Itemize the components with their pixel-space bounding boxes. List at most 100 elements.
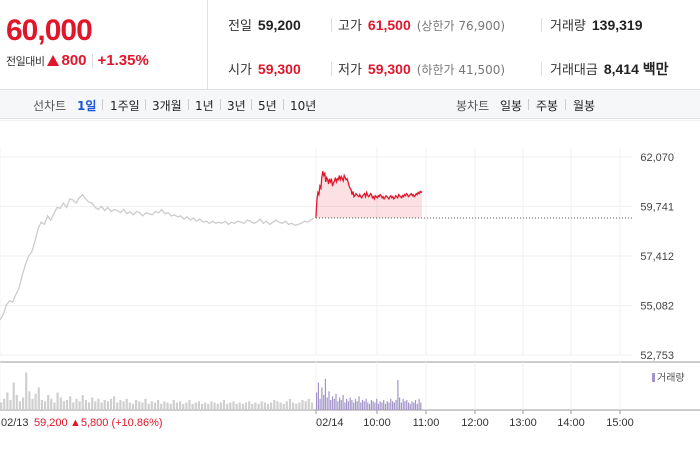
x-tick-label: 15:00 xyxy=(606,417,634,429)
tab-period-1d[interactable]: 1일 xyxy=(77,99,97,113)
volume-bar-prev xyxy=(304,401,307,411)
volume-bar-prev xyxy=(50,398,53,411)
volume-bar-prev xyxy=(100,402,103,410)
volume-bar-prev xyxy=(298,402,301,410)
stat-label: 고가 xyxy=(338,19,362,34)
volume-bar-prev xyxy=(59,397,62,410)
volume-bar-prev xyxy=(18,401,21,411)
tab-candle-monthly[interactable]: 월봉 xyxy=(573,99,596,113)
volume-bar-prev xyxy=(34,393,37,411)
divider xyxy=(220,99,221,110)
volume-bar-prev xyxy=(166,402,169,410)
volume-bar-today xyxy=(353,402,355,410)
volume-bar-prev xyxy=(153,402,157,410)
volume-bar-prev xyxy=(128,402,131,410)
x-tick-label: 02/14 xyxy=(316,417,344,429)
volume-bar-prev xyxy=(87,402,91,410)
volume-bar-prev xyxy=(307,398,310,411)
change-row: 전일대비 800 +1.35% xyxy=(6,52,149,69)
prev-day-close: 59,200 xyxy=(34,417,68,429)
divider xyxy=(565,99,566,110)
stats-grid: 전일 59,200 고가 61,500 (상한가 76,900) 거래량 139… xyxy=(208,0,700,90)
volume-bar-prev xyxy=(226,403,229,411)
tab-candle-weekly[interactable]: 주봉 xyxy=(536,99,559,113)
volume-bar-today xyxy=(381,402,383,410)
volume-bar-today xyxy=(402,398,404,411)
volume-bar-prev xyxy=(144,398,147,411)
tab-period-1y[interactable]: 1년 xyxy=(195,99,214,113)
tab-period-1w[interactable]: 1주일 xyxy=(110,99,140,113)
volume-bar-prev xyxy=(97,398,100,411)
volume-bar-today xyxy=(388,402,390,410)
volume-bar-today xyxy=(377,403,379,411)
volume-legend-swatch xyxy=(652,373,655,382)
candle-chart-label: 봉차트 xyxy=(456,99,490,113)
divider xyxy=(541,62,542,76)
volume-bar-today xyxy=(420,402,422,410)
volume-bar-prev xyxy=(9,400,12,410)
volume-bar-prev xyxy=(138,401,141,411)
chart-canvas[interactable]: 거래량 62,070 59,741 57,412 55,082 52,753 02/13… xyxy=(0,120,700,450)
volume-bar-prev xyxy=(37,387,40,410)
x-tick-label: 12:00 xyxy=(461,417,489,429)
volume-bar-prev xyxy=(222,400,226,410)
volume-bar-today xyxy=(340,400,342,410)
stat-label: 시가 xyxy=(228,63,252,78)
divider xyxy=(283,99,284,110)
volume-bar-today xyxy=(317,382,319,410)
volume-bar-today xyxy=(374,402,376,410)
volume-bar-prev xyxy=(188,400,191,410)
volume-bar-today xyxy=(392,401,394,411)
stat-amount: 거래대금 8,414 백만 xyxy=(550,59,669,79)
y-tick-label: 52,753 xyxy=(640,350,674,362)
tab-period-3m[interactable]: 3개월 xyxy=(152,99,182,113)
volume-bar-today xyxy=(326,397,328,410)
volume-bar-today xyxy=(365,398,367,411)
current-price-box: 60,000 전일대비 800 +1.35% xyxy=(0,0,208,90)
volume-bar-today xyxy=(393,402,395,410)
tab-candle-daily[interactable]: 일봉 xyxy=(500,99,523,113)
divider xyxy=(251,99,252,110)
stat-volume: 거래량 139,319 xyxy=(550,15,643,34)
volume-bar-prev xyxy=(179,401,182,411)
volume-bar-prev xyxy=(62,401,65,411)
price-chart[interactable]: 거래량 62,070 59,741 57,412 55,082 52,753 02/13… xyxy=(0,120,700,450)
volume-bar-prev xyxy=(163,401,166,411)
volume-bar-prev xyxy=(310,402,314,410)
y-tick-label: 62,070 xyxy=(640,152,674,164)
volume-bar-prev xyxy=(248,401,251,411)
volume-bar-prev xyxy=(84,400,87,410)
price-summary: 60,000 전일대비 800 +1.35% 전일 59,200 고가 61,5… xyxy=(0,0,700,90)
stat-label: 전일 xyxy=(228,19,252,34)
volume-bar-prev xyxy=(251,403,254,411)
volume-bar-today xyxy=(333,398,335,411)
volume-bar-today xyxy=(347,401,349,411)
tab-period-3y[interactable]: 3년 xyxy=(227,99,246,113)
volume-bar-prev xyxy=(244,402,248,410)
change-label: 전일대비 xyxy=(6,54,45,68)
up-triangle-icon xyxy=(47,55,60,66)
volume-bar-today xyxy=(413,402,415,410)
volume-bar-today xyxy=(383,400,385,410)
volume-bar-today xyxy=(321,387,323,410)
stat-label: 거래대금 xyxy=(550,63,598,78)
tab-period-5y[interactable]: 5년 xyxy=(258,99,277,113)
volume-bar-today xyxy=(399,397,401,410)
volume-bar-today xyxy=(409,403,411,411)
divider xyxy=(188,99,189,110)
volume-bar-today xyxy=(404,401,406,411)
volume-bar-prev xyxy=(15,395,18,410)
volume-bar-prev xyxy=(122,401,125,411)
volume-bar-today xyxy=(407,402,410,410)
volume-bar-prev xyxy=(150,401,153,411)
volume-bar-today xyxy=(351,400,353,410)
volume-bar-today xyxy=(344,402,346,410)
volume-bar-today xyxy=(331,396,334,411)
volume-bar-prev xyxy=(182,403,185,411)
tab-period-10y[interactable]: 10년 xyxy=(290,99,317,113)
volume-bar-today xyxy=(328,391,330,411)
volume-bar-prev xyxy=(207,403,210,411)
volume-bar-prev xyxy=(216,403,219,411)
volume-bar-prev xyxy=(12,382,15,410)
volume-bar-today xyxy=(356,401,358,411)
